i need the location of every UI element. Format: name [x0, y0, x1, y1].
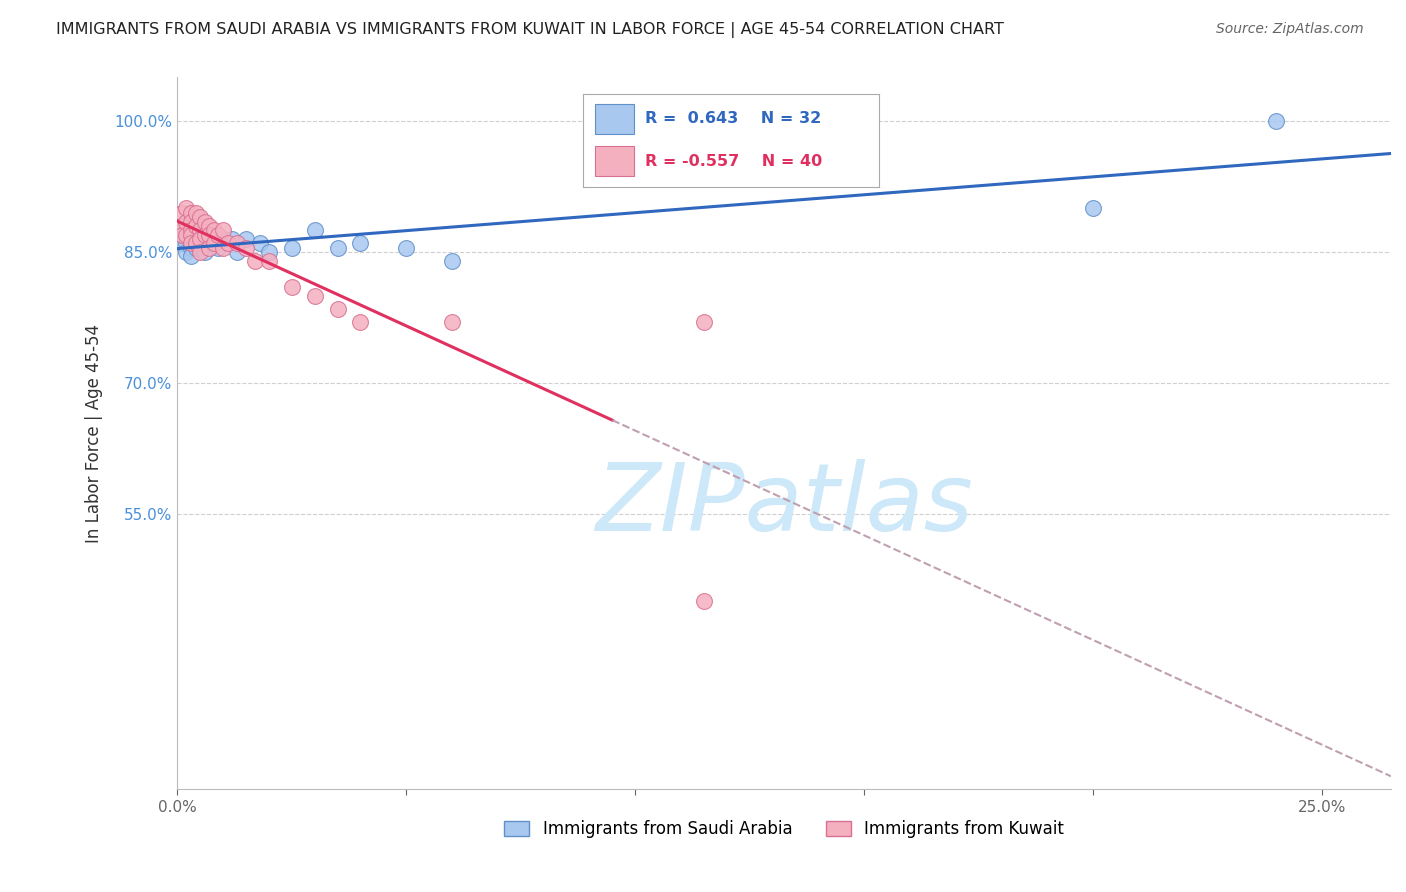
Point [194, 227, 217, 242]
Point [235, 232, 257, 246]
Text: Source: ZipAtlas.com: Source: ZipAtlas.com [1216, 22, 1364, 37]
Point [257, 253, 280, 268]
Bar [595, 146, 634, 176]
Point [1265, 114, 1288, 128]
Text: R =  0.643    N = 32: R = 0.643 N = 32 [645, 112, 821, 127]
Point [304, 289, 326, 303]
Y-axis label: In Labor Force | Age 45-54: In Labor Force | Age 45-54 [86, 324, 103, 543]
Point [207, 227, 229, 242]
Point [170, 227, 193, 242]
Point [180, 236, 202, 251]
Point [281, 241, 304, 255]
Text: R = -0.557    N = 40: R = -0.557 N = 40 [645, 153, 823, 169]
Point [326, 301, 349, 316]
Point [349, 236, 371, 251]
Point [180, 236, 202, 251]
Point [235, 241, 257, 255]
Point [188, 232, 211, 246]
Point [326, 241, 349, 255]
Point [221, 232, 243, 246]
Point [176, 202, 198, 216]
Point [170, 206, 193, 220]
Point [207, 241, 229, 255]
Point [180, 250, 202, 264]
Point [180, 214, 202, 228]
Point [441, 315, 464, 329]
Text: ZIPatlas: ZIPatlas [595, 459, 973, 550]
Point [188, 245, 211, 260]
Point [198, 236, 221, 251]
Point [281, 280, 304, 294]
Point [170, 236, 193, 251]
Legend: Immigrants from Saudi Arabia, Immigrants from Kuwait: Immigrants from Saudi Arabia, Immigrants… [498, 814, 1070, 845]
Point [184, 206, 207, 220]
Point [693, 315, 716, 329]
Point [225, 236, 247, 251]
Point [194, 214, 217, 228]
Point [441, 253, 464, 268]
Point [217, 236, 239, 251]
Point [176, 223, 198, 237]
Point [176, 236, 198, 251]
Point [202, 223, 225, 237]
Point [188, 210, 211, 224]
Point [693, 594, 716, 608]
Point [212, 223, 235, 237]
Point [243, 253, 266, 268]
Point [176, 227, 198, 242]
Point [184, 241, 207, 255]
Point [188, 227, 211, 242]
Point [257, 245, 280, 260]
Point [198, 241, 221, 255]
Point [304, 223, 326, 237]
Point [198, 219, 221, 233]
Point [249, 236, 271, 251]
Bar [595, 104, 634, 134]
Text: IMMIGRANTS FROM SAUDI ARABIA VS IMMIGRANTS FROM KUWAIT IN LABOR FORCE | AGE 45-5: IMMIGRANTS FROM SAUDI ARABIA VS IMMIGRAN… [56, 22, 1004, 38]
Point [176, 214, 198, 228]
Point [184, 219, 207, 233]
Point [176, 245, 198, 260]
Point [180, 227, 202, 242]
Point [194, 232, 217, 246]
Point [180, 223, 202, 237]
Point [212, 232, 235, 246]
Point [180, 227, 202, 242]
Point [184, 232, 207, 246]
Point [202, 236, 225, 251]
Point [395, 241, 418, 255]
Point [170, 227, 193, 242]
Point [1083, 202, 1105, 216]
Point [188, 241, 211, 255]
Point [170, 219, 193, 233]
Point [212, 241, 235, 255]
Point [184, 236, 207, 251]
Point [180, 241, 202, 255]
Point [188, 223, 211, 237]
Point [202, 236, 225, 251]
Point [180, 206, 202, 220]
Point [198, 227, 221, 242]
Point [349, 315, 371, 329]
Point [194, 245, 217, 260]
Point [225, 245, 247, 260]
